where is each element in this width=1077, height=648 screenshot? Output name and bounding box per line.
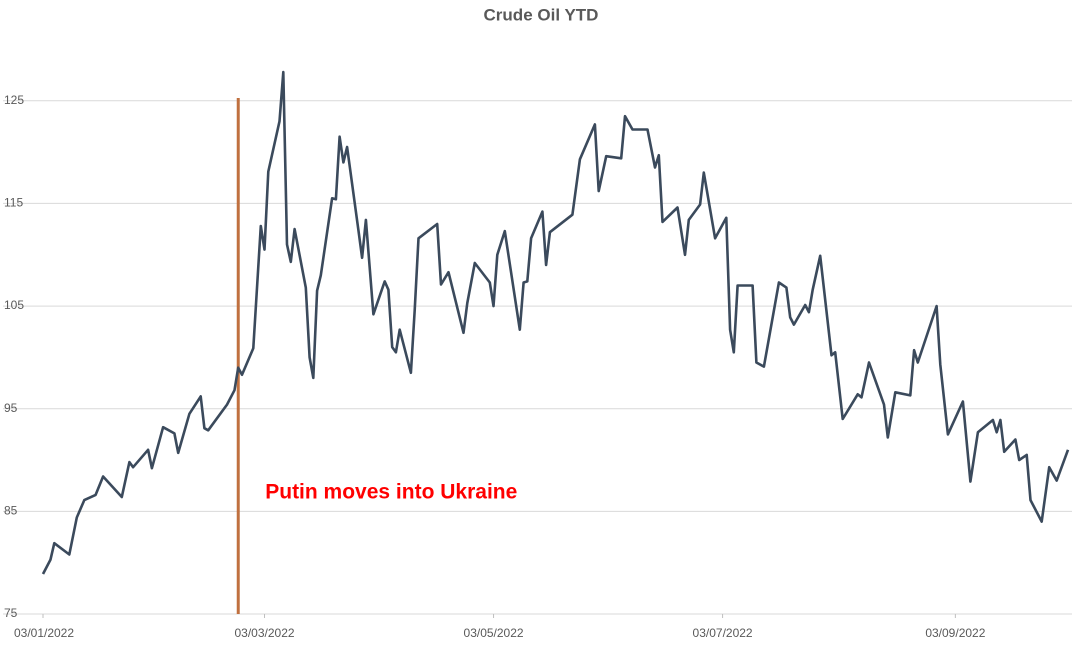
x-tick-label: 03/03/2022 <box>234 626 294 640</box>
y-tick-label: 115 <box>4 196 23 210</box>
y-tick-label: 125 <box>4 93 24 107</box>
y-tick-label: 75 <box>4 606 18 620</box>
x-tick-label: 03/05/2022 <box>464 626 524 640</box>
x-tick-label: 03/01/2022 <box>14 626 74 640</box>
y-tick-label: 85 <box>4 504 18 518</box>
price-line <box>41 70 1070 575</box>
x-tick-label: 03/07/2022 <box>693 626 753 640</box>
chart-title: Crude Oil YTD <box>484 5 599 24</box>
y-tick-label: 105 <box>4 298 24 312</box>
x-tick-label: 03/09/2022 <box>925 626 985 640</box>
annotation: Putin moves into Ukraine <box>265 481 517 504</box>
y-tick-label: 95 <box>4 401 18 415</box>
